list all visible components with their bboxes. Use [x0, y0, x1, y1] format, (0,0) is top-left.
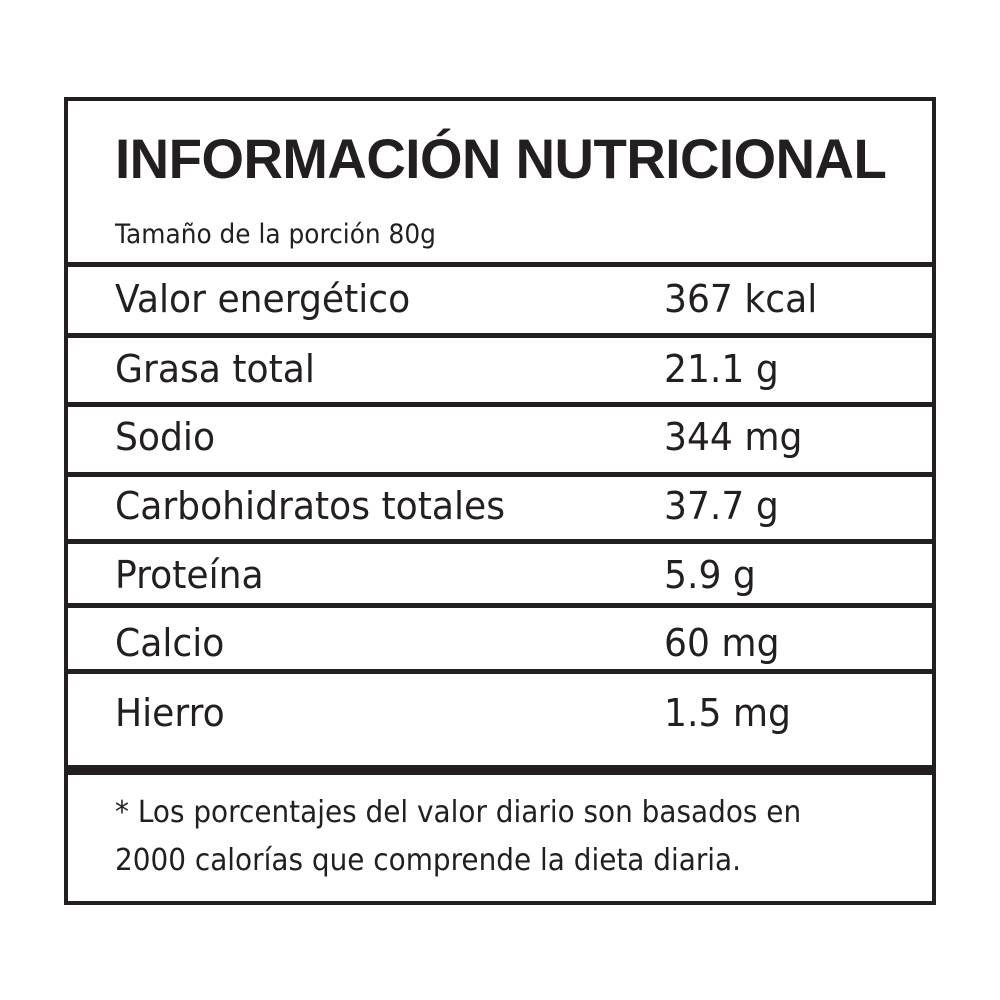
- nutrient-label: Grasa total: [115, 347, 315, 391]
- thick-divider: [64, 765, 936, 775]
- divider: [64, 539, 936, 544]
- nutrient-value: 1.5 mg: [664, 691, 791, 735]
- footnote-line-1: * Los porcentajes del valor diario son b…: [115, 795, 802, 830]
- divider: [64, 669, 936, 674]
- divider: [64, 472, 936, 477]
- nutrient-value: 37.7 g: [664, 484, 779, 528]
- footnote-line-2: 2000 calorías que comprende la dieta dia…: [115, 843, 742, 878]
- nutrient-value: 5.9 g: [664, 553, 756, 597]
- divider: [64, 603, 936, 608]
- nutrition-label-frame: [64, 97, 936, 905]
- nutrient-label: Carbohidratos totales: [115, 484, 506, 528]
- nutrient-label: Sodio: [115, 415, 216, 459]
- label-title: INFORMACIÓN NUTRICIONAL: [115, 127, 887, 190]
- divider: [64, 402, 936, 407]
- divider: [64, 333, 936, 338]
- nutrient-label: Hierro: [115, 691, 225, 735]
- nutrient-value: 60 mg: [664, 621, 780, 665]
- nutrient-label: Calcio: [115, 621, 225, 665]
- nutrient-value: 367 kcal: [664, 277, 818, 321]
- nutrient-label: Proteína: [115, 553, 264, 597]
- divider: [64, 262, 936, 267]
- nutrient-value: 21.1 g: [664, 347, 779, 391]
- serving-size: Tamaño de la porción 80g: [115, 219, 436, 250]
- nutrient-value: 344 mg: [664, 415, 803, 459]
- nutrient-label: Valor energético: [115, 277, 411, 321]
